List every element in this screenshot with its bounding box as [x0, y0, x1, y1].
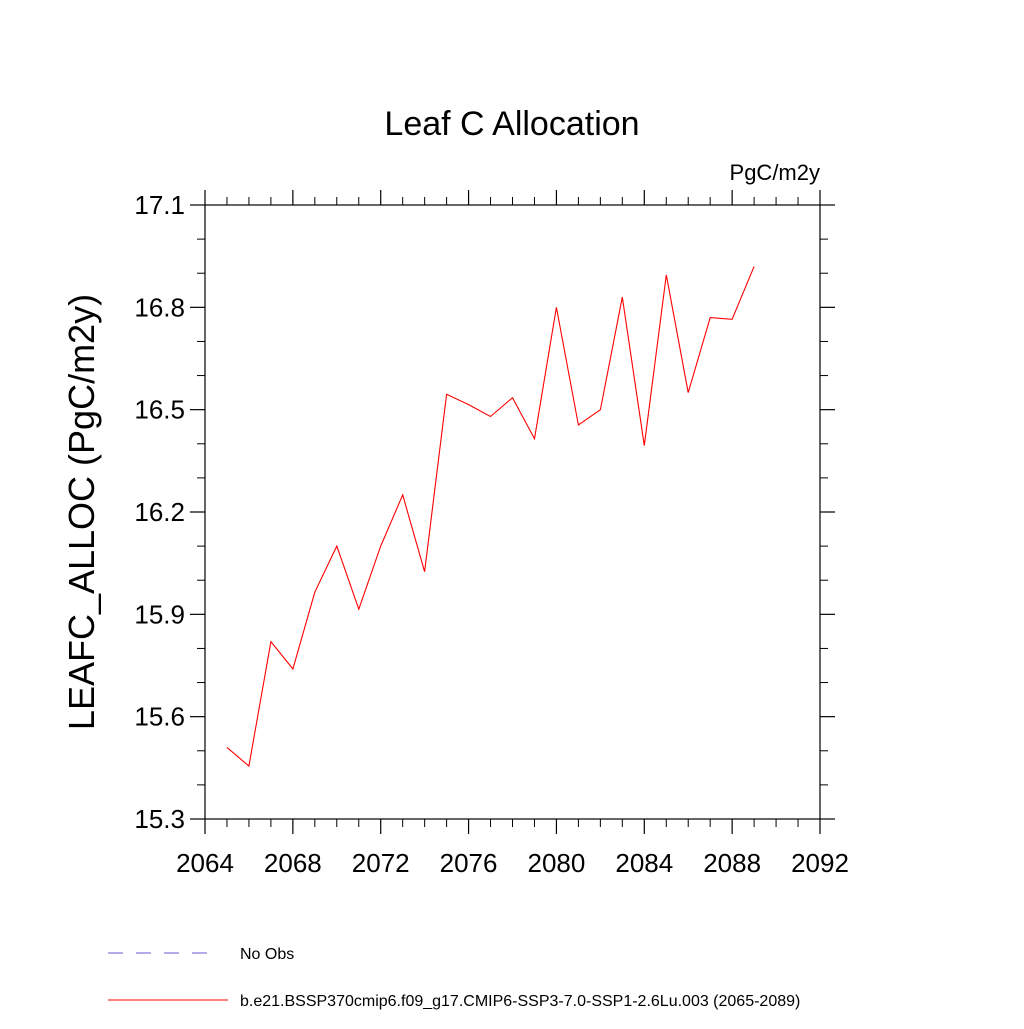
- y-tick-label: 16.5: [134, 395, 185, 425]
- y-tick-label: 15.3: [134, 804, 185, 834]
- y-tick-label: 15.6: [134, 702, 185, 732]
- y-axis-label: LEAFC_ALLOC (PgC/m2y): [61, 294, 102, 730]
- x-tick-label: 2092: [791, 848, 849, 878]
- series-layer: [226, 266, 755, 768]
- axis-ticks: 2064 2068 2072 2076 2080 2084 2088 2092 15.3 15.6…: [134, 190, 849, 878]
- x-tick-label: 2064: [176, 848, 234, 878]
- y-tick-label: 15.9: [134, 599, 185, 629]
- chart-title: Leaf C Allocation: [384, 105, 639, 143]
- legend-label: b.e21.BSSP370cmip6.f09_g17.CMIP6-SSP3-7.…: [240, 993, 800, 1010]
- x-tick-label: 2084: [615, 848, 673, 878]
- series-line: [226, 266, 755, 768]
- y-tick-label: 17.1: [134, 190, 185, 220]
- legend-label: No Obs: [240, 946, 294, 963]
- x-tick-label: 2088: [703, 848, 761, 878]
- y-tick-label: 16.8: [134, 292, 185, 322]
- units-label: PgC/m2y: [730, 160, 820, 185]
- x-tick-label: 2072: [352, 848, 410, 878]
- x-tick-label: 2068: [264, 848, 322, 878]
- legend: No Obs b.e21.BSSP370cmip6.f09_g17.CMIP6-S…: [108, 946, 800, 1010]
- y-tick-label: 16.2: [134, 497, 185, 527]
- x-tick-label: 2080: [528, 848, 586, 878]
- x-tick-label: 2076: [440, 848, 498, 878]
- plot-frame: [204, 204, 821, 820]
